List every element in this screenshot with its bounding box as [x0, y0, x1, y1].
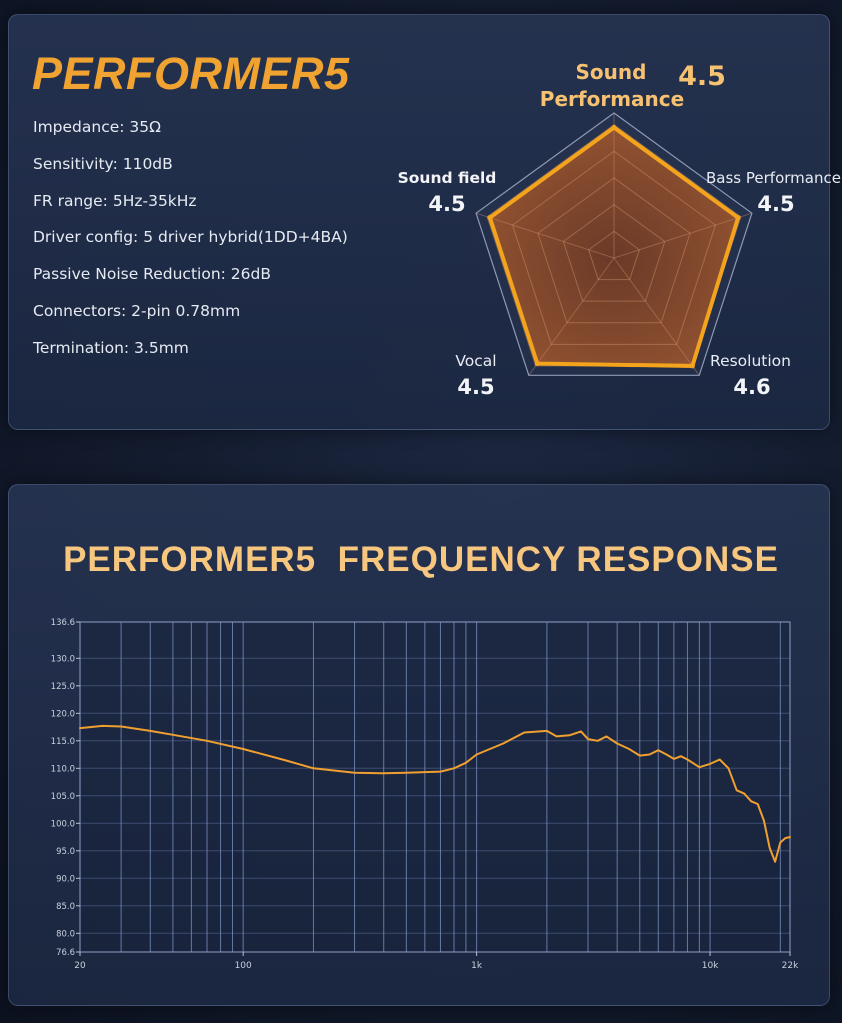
radar-point-sound-field	[487, 215, 493, 221]
y-tick-label: 85.0	[56, 902, 75, 912]
x-tick-label: 22k	[782, 961, 799, 971]
frequency-response-title: PERFORMER5 FREQUENCY RESPONSE	[63, 540, 779, 579]
radar-label-sound-field: Sound field	[398, 169, 497, 187]
radar-point-sound-performance	[611, 125, 617, 130]
radar-data-fill	[489, 127, 739, 366]
radar-ring	[562, 204, 666, 302]
radar-data-outline	[487, 125, 741, 368]
x-tick-label: 100	[235, 961, 252, 971]
radar-point-resolution	[689, 363, 695, 369]
radar-spoke-bass-performance	[613, 212, 753, 259]
radar-point-vocal	[534, 361, 540, 367]
radar-value-sound-field: 4.5	[428, 192, 465, 216]
y-tick-label: 105.0	[51, 792, 75, 802]
y-tick-label: 136.6	[51, 618, 75, 628]
y-tick-label: 90.0	[56, 874, 75, 884]
y-tick-label: 125.0	[51, 682, 75, 692]
frequency-response-panel	[8, 484, 830, 1006]
y-tick-label: 76.6	[56, 948, 75, 958]
radar-value-sound-performance: 4.5	[678, 61, 726, 92]
radar-spoke-resolution	[613, 257, 700, 376]
spec-driver-config: Driver config: 5 driver hybrid(1DD+4BA)	[33, 228, 348, 247]
spec-sensitivity: Sensitivity: 110dB	[33, 154, 173, 173]
y-tick-label: 120.0	[51, 709, 75, 719]
radar-ring	[537, 177, 691, 324]
spec-list: Impedance: 35Ω Sensitivity: 110dB FR ran…	[33, 117, 348, 375]
radar-value-vocal: 4.5	[457, 375, 494, 399]
radar-label-resolution: Resolution	[710, 352, 791, 370]
y-tick-label: 100.0	[51, 819, 75, 829]
frequency-response-chart: 76.6 80.0 85.0 90.0 95.0 100.0 105.0 110.0 115.0…	[51, 618, 799, 971]
x-tick-label: 1k	[471, 961, 483, 971]
spec-connectors: Connectors: 2-pin 0.78mm	[33, 301, 241, 320]
radar-value-resolution: 4.6	[733, 375, 770, 399]
radar-label-vocal: Vocal	[455, 352, 496, 370]
radar-point-bass-performance	[735, 215, 741, 221]
x-tick-label: 10k	[702, 961, 719, 971]
product-name: PERFORMER5	[32, 48, 350, 99]
spec-fr-range: FR range: 5Hz-35kHz	[33, 191, 197, 210]
plot-frame	[79, 621, 791, 953]
radar-ring	[588, 230, 640, 281]
spec-impedance: Impedance: 35Ω	[33, 118, 161, 136]
radar-spoke-vocal	[528, 257, 615, 376]
radar-value-bass-performance: 4.5	[757, 192, 794, 216]
y-tick-label: 130.0	[51, 654, 75, 664]
radar-label-sound-performance: Sound Performance	[540, 60, 684, 111]
plot-area	[80, 622, 790, 952]
y-tick-label: 115.0	[51, 737, 75, 747]
spec-noise-reduction: Passive Noise Reduction: 26dB	[33, 265, 271, 284]
frequency-response-curve	[79, 724, 791, 863]
spec-termination: Termination: 3.5mm	[33, 338, 189, 357]
radar-label-bass-performance: Bass Performance	[706, 169, 841, 187]
radar-spoke-sound-field	[475, 212, 615, 259]
x-tick-label: 20	[74, 961, 86, 971]
radar-ring	[511, 150, 717, 345]
y-tick-label: 80.0	[56, 929, 75, 939]
y-tick-label: 110.0	[51, 764, 75, 774]
y-tick-label: 95.0	[56, 847, 75, 857]
